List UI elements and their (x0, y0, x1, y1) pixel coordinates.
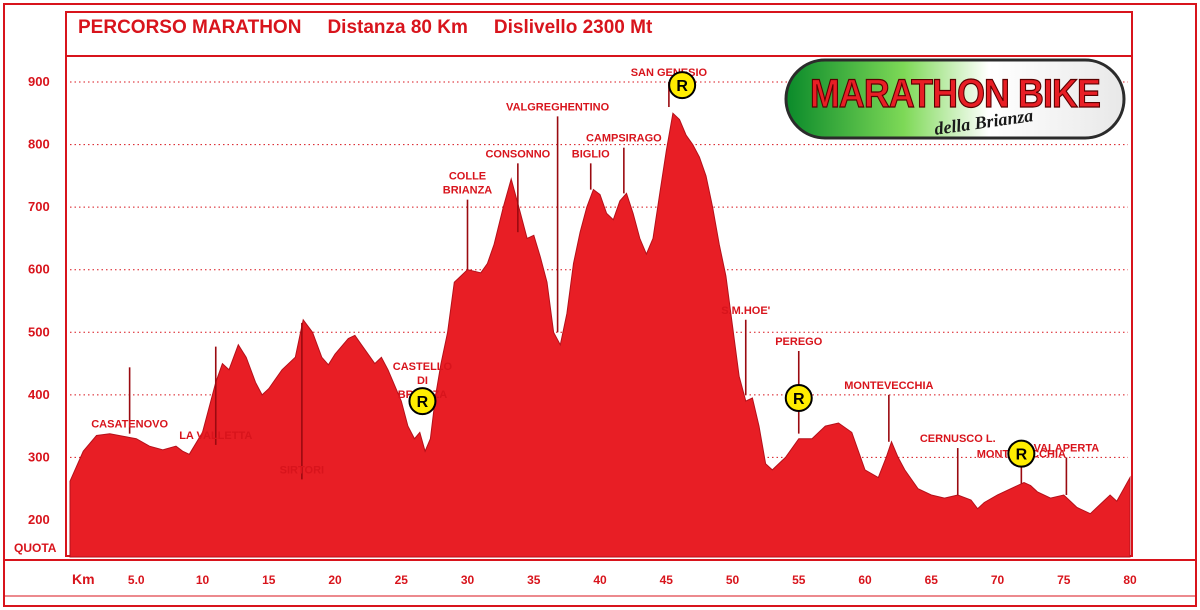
refreshment-marker (1007, 439, 1036, 468)
x-tick-label: 70 (991, 573, 1005, 587)
x-tick-label: 75 (1057, 573, 1071, 587)
x-tick-label: 60 (858, 573, 872, 587)
marathon-bike-logo: MARATHON BIKE della Brianza (784, 58, 1126, 140)
x-tick-label: 35 (527, 573, 541, 587)
refreshment-marker (408, 387, 437, 416)
logo-main-text: MARATHON BIKE (810, 72, 1100, 116)
x-tick-label: 30 (461, 573, 475, 587)
annotation-label: DI (417, 375, 428, 387)
refreshment-marker-label: R (676, 78, 688, 95)
annotation-label: CONSONNO (485, 148, 550, 160)
x-tick-label: 50 (726, 573, 740, 587)
annotation-label: VALGREGHENTINO (506, 101, 610, 113)
x-tick-label: 40 (593, 573, 607, 587)
annotation-label: BRIANZA (443, 185, 493, 197)
chart-title: PERCORSO MARATHON (78, 17, 302, 38)
elevation-gain-label: Dislivello 2300 Mt (493, 17, 653, 38)
x-tick-label: 20 (328, 573, 342, 587)
x-tick-label: 15 (262, 573, 276, 587)
refreshment-marker-label: R (793, 391, 805, 408)
annotation-label: CASTELLO (393, 361, 453, 373)
annotation-label: BIGLIO (572, 148, 610, 160)
refreshment-marker (784, 383, 813, 412)
refreshment-marker (668, 71, 697, 100)
y-tick-label: 400 (28, 387, 50, 402)
x-tick-label: 65 (925, 573, 939, 587)
annotation-label: PEREGO (775, 336, 823, 348)
y-tick-label: 500 (28, 324, 50, 339)
x-tick-label: 5.0 (128, 573, 145, 587)
y-tick-label: 900 (28, 74, 50, 89)
x-axis-label: Km (72, 571, 95, 587)
y-tick-label: 700 (28, 199, 50, 214)
x-tick-label: 55 (792, 573, 806, 587)
y-axis-label: QUOTA (14, 541, 57, 555)
annotation-label: SIRTORI (280, 464, 324, 476)
annotation-label: CAMPSIRAGO (586, 133, 662, 145)
y-tick-label: 800 (28, 137, 50, 152)
y-tick-label: 600 (28, 262, 50, 277)
annotation-label: SAN GENESIO (631, 67, 708, 79)
annotation-label: CASATENOVO (91, 419, 168, 431)
annotation-label: S.M.HOE' (721, 305, 770, 317)
refreshment-marker-label: R (1016, 447, 1028, 464)
annotation-label: CERNUSCO L. (920, 433, 996, 445)
x-tick-label: 45 (660, 573, 674, 587)
y-tick-label: 300 (28, 449, 50, 464)
annotation-label: LA VALLETTA (179, 430, 252, 442)
chart-header: PERCORSO MARATHON Distanza 80 Km Dislive… (78, 17, 652, 45)
elevation-area (69, 112, 1131, 558)
distance-label: Distanza 80 Km (327, 17, 468, 38)
y-tick-label: 200 (28, 512, 50, 527)
outer-frame (3, 3, 1197, 607)
x-tick-label: 80 (1123, 573, 1137, 587)
refreshment-marker-label: R (417, 394, 429, 411)
annotation-label: VALAPERTA (1034, 442, 1100, 454)
annotation-label: COLLE (449, 171, 486, 183)
x-tick-label: 25 (395, 573, 409, 587)
x-tick-label: 10 (196, 573, 210, 587)
annotation-label: MONTEVECCHIA (844, 380, 933, 392)
